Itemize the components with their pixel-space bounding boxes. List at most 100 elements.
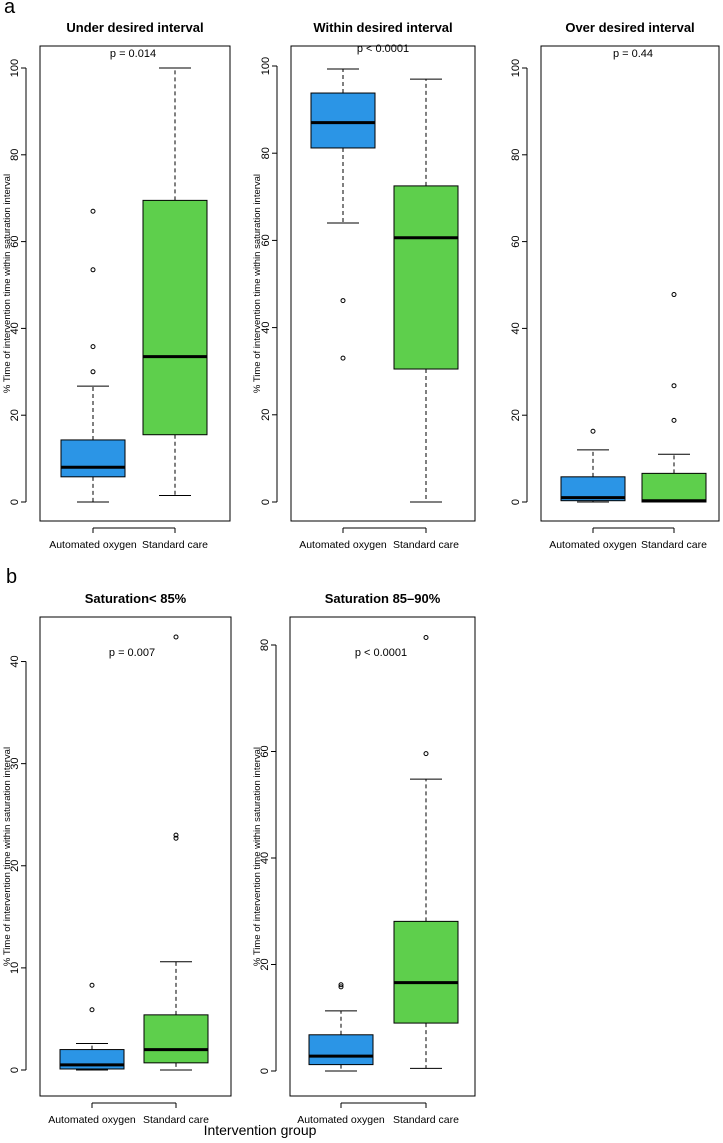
x-tick-label: Automated oxygen (297, 1114, 385, 1126)
y-tick-label: 10 (9, 962, 21, 974)
y-tick-label: 60 (259, 745, 271, 757)
outlier-point (590, 428, 596, 434)
iqr-box (308, 1034, 374, 1066)
y-tick-label: 40 (510, 322, 522, 334)
x-tick-label: Automated oxygen (299, 539, 387, 551)
outlier-point (671, 292, 677, 298)
p-value-annotation: p < 0.0001 (357, 43, 409, 55)
p-value-annotation: p = 0.014 (110, 48, 156, 60)
y-tick-label: 30 (9, 758, 21, 770)
box-standard-care (393, 635, 459, 1069)
outlier-point (90, 369, 96, 375)
chart-panel-1: Under desired interval 0 20 40 60 80 100 % Time… (2, 20, 231, 551)
outlier-point (173, 835, 179, 841)
plot-frame (39, 45, 231, 522)
y-tick-label: 40 (260, 321, 272, 333)
x-tick-label: Standard care (143, 1114, 209, 1126)
box-automated-oxygen (59, 982, 125, 1071)
iqr-box (60, 439, 126, 478)
iqr-box (143, 1014, 209, 1064)
x-tick-label: Standard care (142, 539, 208, 551)
panel-letter-a: a (4, 0, 16, 18)
y-tick-label: 0 (260, 499, 272, 505)
chart-panel-3: Over desired interval 0 20 40 60 80 100 Automat… (510, 20, 720, 551)
outlier-point (90, 267, 96, 273)
y-axis-label: % Time of intervention time within satur… (2, 174, 13, 393)
chart-title: Within desired interval (313, 20, 452, 35)
x-tick-label: Automated oxygen (49, 539, 137, 551)
chart-panel-5: Saturation 85–90% 0 20 40 60 80 % Time of inte… (252, 591, 476, 1126)
y-tick-label: 80 (510, 149, 522, 161)
outlier-point (89, 982, 95, 988)
y-tick-label: 40 (9, 322, 21, 334)
outlier-point (173, 634, 179, 640)
y-tick-label: 100 (260, 57, 272, 75)
outlier-point (338, 982, 344, 988)
outlier-point (671, 383, 677, 389)
box-automated-oxygen (60, 208, 126, 503)
x-tick-label: Standard care (641, 539, 707, 551)
plot-frame (540, 45, 720, 522)
box-standard-care (641, 292, 707, 503)
outlier-point (173, 832, 179, 838)
y-tick-label: 80 (9, 149, 21, 161)
plot-frame (289, 616, 476, 1097)
y-tick-label: 20 (259, 958, 271, 970)
y-axis-label: % Time of intervention time within satur… (2, 747, 13, 966)
outlier-point (90, 208, 96, 214)
iqr-box (142, 199, 208, 436)
x-tick-label: Standard care (393, 539, 459, 551)
x-tick-label: Automated oxygen (48, 1114, 136, 1126)
box-automated-oxygen (560, 428, 626, 503)
outlier-point (89, 1007, 95, 1013)
y-axis-label: % Time of intervention time within satur… (252, 747, 263, 966)
outlier-point (340, 298, 346, 304)
iqr-box (560, 476, 626, 502)
outlier-point (423, 635, 429, 641)
x-tick-label: Automated oxygen (549, 539, 637, 551)
y-tick-label: 60 (9, 235, 21, 247)
iqr-box (641, 472, 707, 503)
x-tick-label: Standard care (393, 1114, 459, 1126)
outlier-point (423, 751, 429, 757)
y-tick-label: 40 (9, 655, 21, 667)
y-tick-label: 80 (260, 147, 272, 159)
chart-panel-4: Saturation< 85% 0 10 20 30 40 % Time of interv… (2, 591, 232, 1126)
y-tick-label: 0 (9, 1067, 21, 1073)
outlier-point (90, 344, 96, 350)
plot-frame (39, 616, 232, 1097)
box-standard-care (393, 78, 459, 503)
y-tick-label: 100 (510, 59, 522, 77)
p-value-annotation: p = 0.007 (109, 647, 155, 659)
box-automated-oxygen (308, 982, 374, 1072)
y-tick-label: 80 (259, 639, 271, 651)
y-tick-label: 60 (260, 234, 272, 246)
y-tick-label: 40 (259, 852, 271, 864)
panel-letter-b: b (6, 566, 18, 588)
p-value-annotation: p = 0.44 (613, 48, 653, 60)
y-tick-label: 0 (259, 1068, 271, 1074)
box-standard-care (142, 67, 208, 496)
y-axis-label: % Time of intervention time within satur… (252, 174, 263, 393)
y-tick-label: 20 (9, 860, 21, 872)
y-tick-label: 60 (510, 235, 522, 247)
chart-title: Saturation< 85% (85, 591, 187, 606)
y-tick-label: 0 (9, 499, 21, 505)
chart-title: Over desired interval (565, 20, 694, 35)
p-value-annotation: p < 0.0001 (355, 647, 407, 659)
chart-panel-2: Within desired interval 0 20 40 60 80 100 % Tim… (252, 20, 476, 551)
box-automated-oxygen (310, 68, 376, 361)
y-tick-label: 100 (9, 59, 21, 77)
outlier-point (671, 417, 677, 423)
iqr-box (393, 920, 459, 1024)
outlier-point (338, 984, 344, 990)
global-x-axis-label: Intervention group (203, 1122, 317, 1138)
iqr-box (310, 92, 376, 149)
plot-frame (290, 45, 476, 522)
iqr-box (393, 185, 459, 370)
y-tick-label: 20 (260, 409, 272, 421)
y-tick-label: 20 (510, 409, 522, 421)
outlier-point (340, 355, 346, 361)
box-standard-care (143, 634, 209, 1071)
